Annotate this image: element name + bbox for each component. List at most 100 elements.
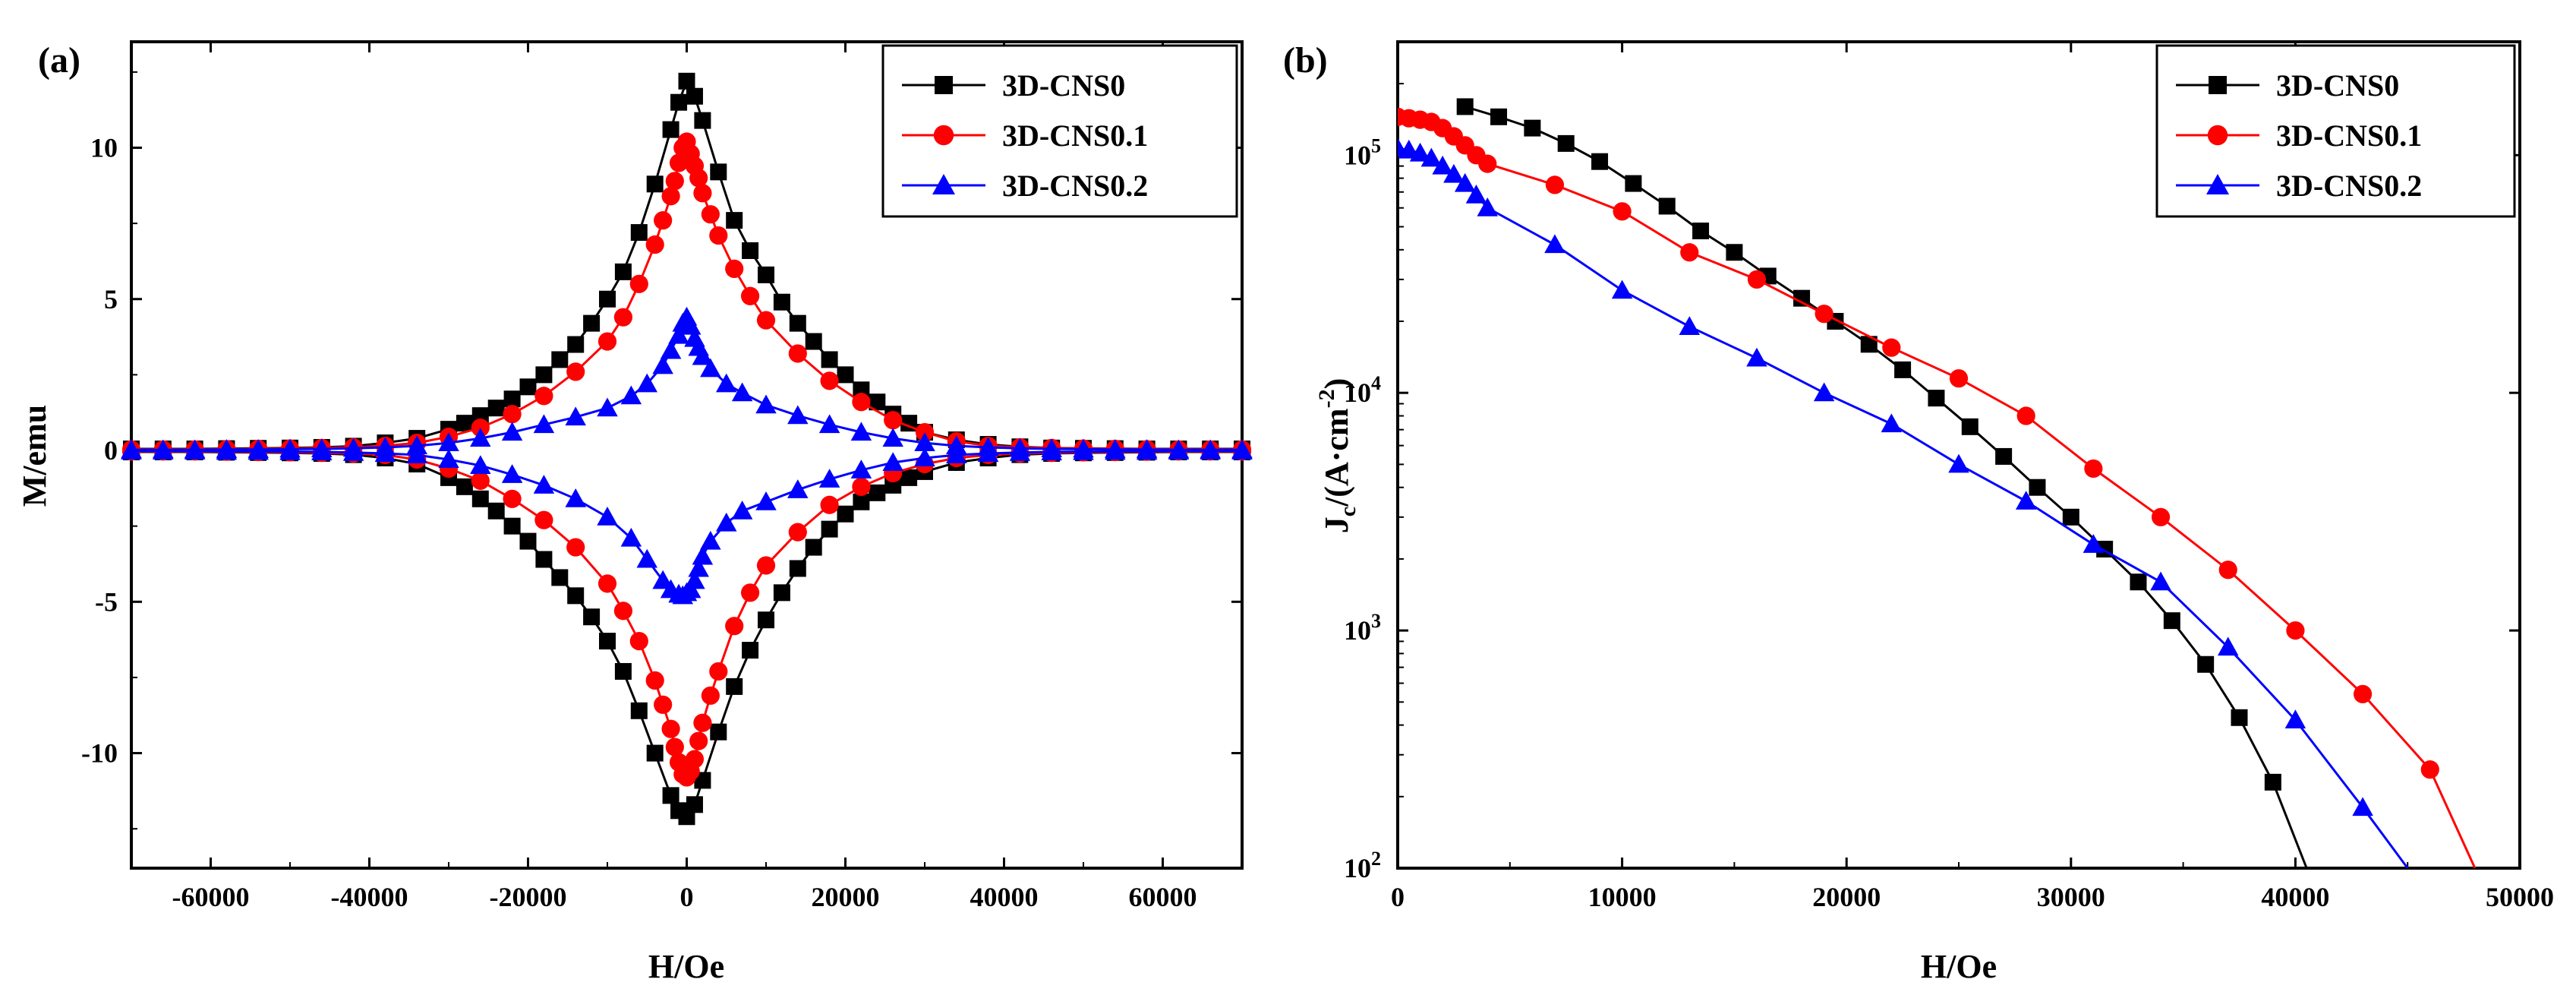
panel-b-data-point: [1680, 243, 1699, 262]
panel-a-data-point: [1168, 441, 1190, 460]
panel-a-legend-marker: [932, 174, 955, 194]
panel-a-data-point: [668, 324, 689, 344]
panel-b-data-point: [2353, 684, 2373, 703]
panel-a-data-point: [850, 460, 872, 479]
panel-a-xtick-label: 60000: [1129, 882, 1197, 912]
panel-a-data-point: [567, 336, 585, 353]
panel-a-data-point: [709, 226, 728, 245]
panel-a-xlabel: H/Oe: [648, 948, 724, 985]
panel-a-data-point: [869, 393, 886, 411]
panel-a-data-point: [535, 551, 553, 568]
panel-a-data-point: [686, 87, 703, 105]
panel-a-data-point: [669, 753, 689, 772]
panel-a-data-point: [456, 415, 473, 432]
panel-a-data-point: [688, 558, 709, 577]
panel-a-data-point: [788, 344, 807, 363]
panel-a-legend-label: 3D-CNS0: [1002, 68, 1125, 103]
panel-a-data-point: [789, 314, 806, 332]
panel-b-legend-marker: [2207, 125, 2228, 146]
panel-b-data-point: [1611, 280, 1633, 299]
panel-b-data-point: [1465, 184, 1487, 204]
panel-a-label: (a): [38, 40, 80, 81]
panel-b-data-point: [2150, 571, 2171, 591]
panel-a-data-point: [311, 441, 333, 461]
panel-b-data-point: [1625, 175, 1642, 192]
panel-b-data-point: [1747, 270, 1767, 289]
panel-a-data-point: [758, 611, 774, 629]
panel-a-data-point: [665, 738, 684, 757]
panel-a-data-point: [788, 523, 807, 542]
panel-a-data-point: [882, 428, 903, 447]
panel-a-data-point: [216, 441, 238, 460]
panel-b-series-2: [1398, 137, 2409, 868]
panel-a-data-point: [503, 517, 521, 535]
panel-a-data-point: [184, 441, 206, 460]
panel-a-data-point: [501, 464, 523, 483]
panel-a-data-point: [773, 293, 790, 311]
panel-a-data-point: [731, 500, 753, 520]
panel-a-data-point: [758, 266, 774, 283]
panel-b-legend-label: 3D-CNS0: [2276, 68, 2399, 103]
panel-a-data-point: [599, 290, 616, 308]
panel-b-data-point: [1524, 119, 1541, 137]
panel-b-data-point: [1860, 336, 1878, 353]
panel-b-ytick-label: 102: [1344, 848, 1381, 883]
panel-a-xtick-label: 0: [680, 882, 694, 912]
panel-a-data-point: [248, 441, 269, 460]
panel-a-data-point: [755, 491, 777, 510]
panel-a-data-point: [805, 333, 822, 350]
panel-a-data-point: [471, 490, 489, 507]
panel-a-data-point: [1105, 441, 1126, 460]
panel-a-data-point: [456, 478, 473, 495]
panel-b-label: (b): [1283, 40, 1328, 81]
panel-a-data-point: [661, 187, 680, 206]
panel-a-series: [121, 72, 1253, 826]
panel-a-data-point: [820, 495, 839, 514]
panel-a-data-point: [693, 713, 712, 732]
panel-a-data-point: [652, 355, 673, 374]
panel-a-data-point: [869, 484, 886, 501]
panel-a-data-point: [566, 538, 585, 557]
panel-b-data-point: [2352, 797, 2373, 817]
panel-a: (a) -60000 -40000 -20000 0 20000 40000 60000 -1…: [16, 40, 1253, 985]
panel-b-data-point: [1961, 418, 1979, 435]
panel-a-data-point: [629, 631, 648, 651]
panel-a-data-point: [853, 493, 870, 510]
panel-a-data-point: [678, 72, 695, 90]
panel-a-data-point: [884, 411, 903, 430]
panel-a-data-point: [731, 382, 753, 402]
panel-b-data-point: [2284, 709, 2306, 728]
panel-a-data-point: [726, 212, 743, 229]
panel-a-data-point: [1041, 441, 1062, 461]
panel-a-data-point: [471, 471, 490, 490]
panel-b-data-point: [1420, 147, 1442, 167]
panel-b-data-point: [2062, 508, 2079, 526]
panel-a-data-point: [471, 419, 490, 437]
panel-b-ytick-label: 105: [1344, 134, 1381, 170]
panel-b-data-point: [2197, 655, 2215, 673]
panel-b-series-line: [1398, 115, 2477, 868]
panel-b-data-point: [1928, 390, 1945, 407]
panel-a-data-point: [597, 574, 617, 593]
panel-a-data-point: [121, 441, 142, 460]
panel-a-data-point: [789, 560, 806, 577]
panel-a-data-point: [787, 479, 809, 498]
panel-a-ytick-label: 10: [90, 132, 118, 163]
panel-a-data-point: [1200, 441, 1221, 460]
panel-a-ytick-label: -10: [81, 738, 118, 769]
panel-a-data-point: [689, 169, 708, 188]
panel-b-data-point: [1746, 347, 1767, 367]
panel-a-data-point: [613, 308, 633, 327]
panel-a-data-point: [153, 441, 174, 460]
panel-a-data-point: [701, 205, 720, 224]
panel-a-data-point: [620, 527, 642, 547]
panel-a-data-point: [914, 432, 935, 452]
panel-a-data-point: [279, 441, 301, 460]
panel-a-xtick-label: -60000: [172, 882, 250, 912]
panel-b-ticks: 0 10000 20000 30000 40000 50000 102 103 104 105: [1344, 41, 2554, 912]
panel-a-data-point: [742, 242, 759, 259]
panel-b-data-point: [1443, 163, 1465, 183]
panel-a-data-point: [503, 405, 522, 424]
panel-a-legend-label: 3D-CNS0.1: [1002, 118, 1148, 153]
panel-a-data-point: [710, 163, 727, 181]
